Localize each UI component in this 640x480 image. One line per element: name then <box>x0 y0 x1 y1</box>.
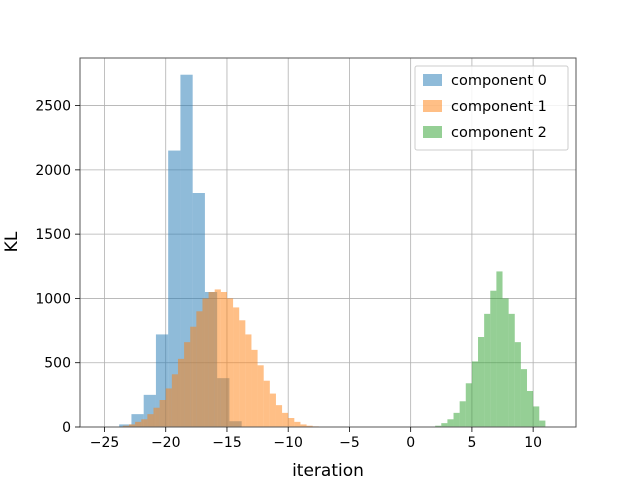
bar-series-1 <box>184 342 191 427</box>
histogram-bars <box>119 74 546 428</box>
bar-series-1 <box>141 419 148 427</box>
bar-series-2 <box>471 361 479 427</box>
x-tick-label: −20 <box>151 435 181 451</box>
bar-series-2 <box>496 271 503 427</box>
bar-series-2 <box>508 313 515 427</box>
bar-series-0 <box>180 74 193 427</box>
x-tick-label: −15 <box>212 435 242 451</box>
bar-series-1 <box>226 298 234 427</box>
bar-series-1 <box>147 414 154 427</box>
bar-series-2 <box>465 383 472 427</box>
bar-series-1 <box>196 311 203 427</box>
bar-series-2 <box>514 342 521 427</box>
bar-series-1 <box>208 292 215 427</box>
bar-series-1 <box>122 425 129 427</box>
x-tick-label: −10 <box>273 435 303 451</box>
bar-series-1 <box>239 320 246 427</box>
bar-series-2 <box>441 423 448 427</box>
plot-frame <box>79 57 577 428</box>
bar-series-1 <box>165 388 172 427</box>
bar-series-2 <box>490 290 497 427</box>
bar-series-1 <box>275 405 283 427</box>
y-tick-label: 0 <box>62 420 71 436</box>
legend-label: component 2 <box>451 125 547 141</box>
bar-series-1 <box>245 334 252 427</box>
bar-series-1 <box>263 380 270 427</box>
bar-series-2 <box>502 298 509 427</box>
bar-series-1 <box>202 298 209 427</box>
x-tick-label: 5 <box>467 435 476 451</box>
y-axis-label: KL <box>2 231 22 252</box>
y-tick-label: 1500 <box>35 227 71 243</box>
bar-series-2 <box>453 412 460 427</box>
bar-series-0 <box>168 150 181 428</box>
bar-series-2 <box>447 419 454 427</box>
bar-series-2 <box>539 420 546 427</box>
bar-series-1 <box>294 421 301 427</box>
bar-series-1 <box>177 358 185 427</box>
x-axis-label: iteration <box>292 461 364 480</box>
x-tick-label: −5 <box>339 435 360 451</box>
bar-series-2 <box>478 337 485 427</box>
bar-series-1 <box>190 326 197 427</box>
bar-series-1 <box>257 365 264 427</box>
bar-series-1 <box>300 424 307 427</box>
legend-label: component 0 <box>451 73 547 89</box>
bar-series-1 <box>214 289 221 427</box>
x-tick-label: 0 <box>406 435 415 451</box>
legend-box <box>414 65 569 151</box>
bar-series-2 <box>459 401 466 427</box>
bar-series-2 <box>527 391 534 427</box>
bar-series-1 <box>251 349 258 427</box>
bar-series-1 <box>128 424 136 427</box>
bar-series-1 <box>233 307 240 427</box>
y-tick-label: 1000 <box>35 291 71 307</box>
bar-series-1 <box>171 374 178 427</box>
bar-series-1 <box>269 393 276 427</box>
bar-series-1 <box>159 400 166 427</box>
x-tick-label: 10 <box>524 435 542 451</box>
y-tick-label: 2000 <box>35 163 71 179</box>
y-tick-label: 2500 <box>35 99 71 115</box>
bar-series-1 <box>153 407 160 427</box>
legend-label: component 1 <box>451 99 547 115</box>
bar-series-2 <box>520 369 528 427</box>
bar-series-1 <box>306 425 313 427</box>
legend-swatch <box>423 100 442 112</box>
x-tick-label: −25 <box>90 435 120 451</box>
y-tick-label: 500 <box>44 356 71 372</box>
legend-swatch <box>423 74 442 86</box>
bar-series-2 <box>435 425 442 427</box>
x-axis-ticks: −25 −20 −15 −10 −5 0 5 10 <box>90 427 542 451</box>
bar-series-1 <box>135 421 142 427</box>
bar-series-2 <box>484 313 491 427</box>
legend-swatch <box>423 126 442 138</box>
legend: component 0 component 1 component 2 <box>414 65 569 151</box>
bar-series-1 <box>220 292 227 427</box>
y-axis-ticks: 0 500 1000 1500 2000 2500 <box>35 99 80 436</box>
bar-series-1 <box>288 418 295 427</box>
bar-series-2 <box>533 406 540 427</box>
bar-series-1 <box>282 412 289 427</box>
